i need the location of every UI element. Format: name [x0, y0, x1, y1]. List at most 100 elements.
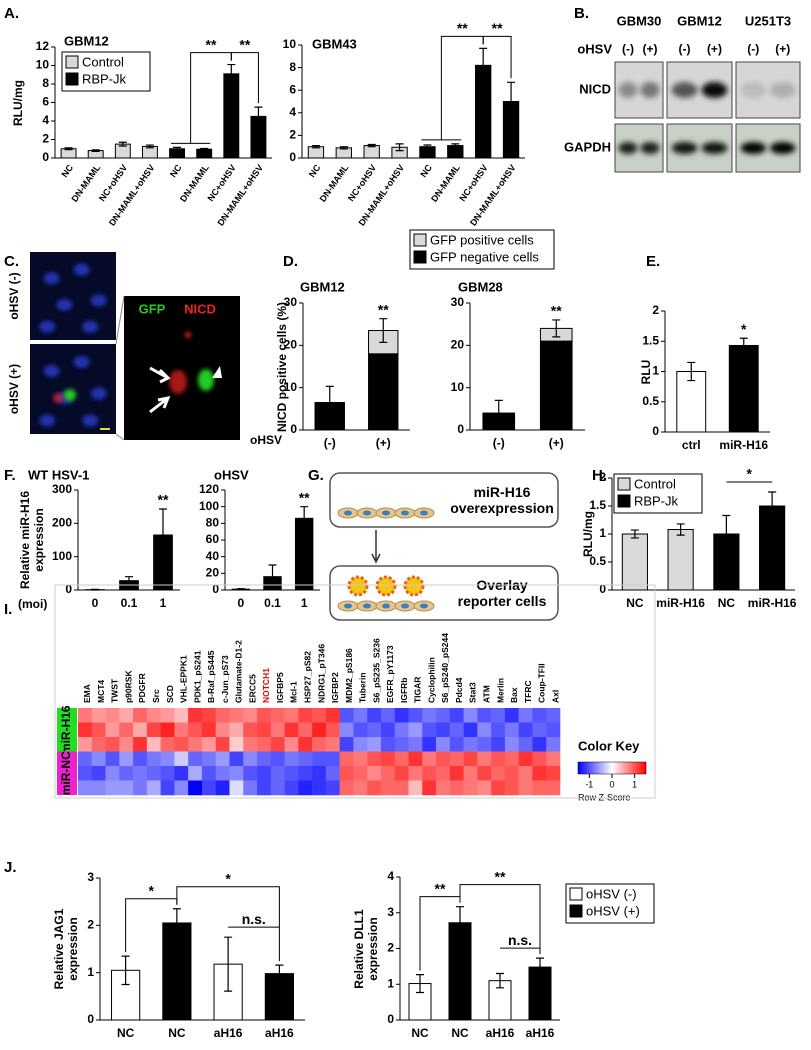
cell-line-label: GBM12 — [677, 13, 722, 28]
panel-label: B. — [574, 5, 589, 22]
arrow — [149, 366, 171, 384]
heatmap-cell — [449, 708, 464, 723]
error-bar — [325, 385, 334, 420]
heatmap-cell — [174, 722, 189, 738]
treatment-label: oHSV — [577, 41, 612, 56]
error-bar — [172, 908, 181, 938]
heatmap-cell — [422, 780, 437, 796]
heatmap-cell — [257, 766, 272, 781]
x-tick-label: (+) — [549, 436, 564, 450]
heatmap-column-label: MCT4 — [96, 680, 106, 703]
y-tick-label: 0 — [387, 1012, 394, 1026]
heatmap-cell — [408, 737, 423, 752]
heatmap-cell — [78, 766, 93, 781]
heatmap-cell — [463, 751, 478, 767]
significance: ** — [492, 20, 503, 36]
cell-line-label: U251T3 — [745, 13, 791, 28]
error-bar — [552, 319, 561, 338]
heatmap-cell — [284, 780, 299, 796]
heatmap-cell — [518, 780, 533, 796]
heatmap-cell — [284, 766, 299, 781]
heatmap-cell — [119, 737, 134, 752]
y-tick-label: 80 — [206, 516, 220, 530]
y-tick-label: 2 — [599, 470, 606, 484]
heatmap-column-label: PDK1_pS241 — [192, 650, 202, 703]
significance: * — [149, 882, 155, 898]
y-tick-label: 2 — [387, 941, 394, 955]
error-bar — [64, 147, 73, 151]
heatmap-cell — [133, 766, 148, 781]
heatmap-cell — [532, 708, 547, 723]
heatmap-cell — [105, 766, 120, 781]
heatmap-cell — [298, 751, 313, 767]
heatmap-column-label: EGFR_pY1173 — [385, 645, 395, 703]
x-tick-label: 1 — [301, 596, 308, 610]
error-bar — [275, 964, 284, 983]
significance: * — [747, 466, 753, 482]
bar — [728, 344, 759, 433]
diagram-step: miR-H16 overexpression — [450, 484, 554, 516]
colorbar — [577, 761, 647, 775]
significance: ** — [239, 36, 250, 52]
heatmap-cell — [353, 722, 368, 738]
error-bar — [739, 337, 748, 354]
cell-line-label: GBM30 — [617, 13, 662, 28]
gfp-cell — [198, 369, 214, 391]
x-tick-label: aH16 — [526, 1026, 555, 1040]
zoom-connector — [115, 433, 125, 441]
heatmap-cell — [243, 751, 258, 767]
heatmap-cell — [546, 708, 561, 723]
heatmap-cell — [463, 722, 478, 738]
error-bar — [451, 143, 460, 148]
heatmap-cell — [436, 780, 451, 796]
heatmap-cell — [325, 751, 340, 767]
heatmap-cell — [394, 766, 409, 781]
y-tick-label: 0 — [652, 424, 659, 438]
y-axis-label: RLU — [639, 359, 653, 384]
heatmap-cell — [325, 722, 340, 738]
error-bar — [768, 491, 777, 521]
y-tick-label: 0 — [290, 422, 297, 436]
y-axis-label: RLU/mg — [581, 511, 595, 557]
heatmap-cell — [105, 708, 120, 723]
heatmap-cell — [146, 780, 161, 796]
heatmap-cell — [160, 751, 175, 767]
significance: * — [225, 870, 231, 886]
bracket — [176, 886, 280, 962]
micrograph-row-label: oHSV (+) — [7, 363, 21, 415]
diagram-step-text: Overlay reporter cells — [457, 577, 547, 609]
y-axis-label: Relative JAG1 expression — [52, 908, 80, 990]
heatmap-column-label: ATM — [482, 685, 492, 703]
heatmap-cell — [449, 722, 464, 738]
error-bar — [254, 106, 263, 127]
colorbar-title: Color Key — [578, 738, 640, 753]
channel-label: GFP — [139, 301, 166, 316]
y-tick-label: 1.5 — [589, 498, 606, 512]
x-tick-label: NC — [626, 596, 644, 610]
heatmap-cell — [133, 722, 148, 738]
heatmap-cell — [353, 708, 368, 723]
channel-label: NICD — [184, 301, 216, 316]
y-tick-label: 30 — [451, 295, 465, 309]
nicd-cell — [53, 393, 63, 403]
x-tick-label: NC — [718, 596, 736, 610]
row-group-bar — [57, 751, 77, 795]
heatmap-cell — [91, 737, 106, 752]
y-tick-label: 10 — [284, 380, 298, 394]
heatmap-cell — [312, 751, 327, 767]
heatmap-cell — [133, 780, 148, 796]
heatmap-column-label: IGFBP2 — [330, 672, 340, 703]
legend-label: Control — [634, 476, 676, 491]
chart-title: GBM28 — [458, 279, 503, 294]
cell-nucleus — [420, 510, 428, 516]
heatmap-column-label: Pdcd4 — [454, 677, 464, 703]
y-tick-label: 2 — [652, 303, 659, 317]
x-tick-label: (+) — [376, 436, 391, 450]
y-tick-label: 1 — [599, 526, 606, 540]
cell-nucleus — [420, 603, 428, 609]
panel-label: A. — [4, 5, 19, 22]
heatmap-column-label: ERCC5 — [247, 674, 257, 703]
heatmap-cell — [91, 722, 106, 738]
legend-frame — [409, 229, 555, 270]
